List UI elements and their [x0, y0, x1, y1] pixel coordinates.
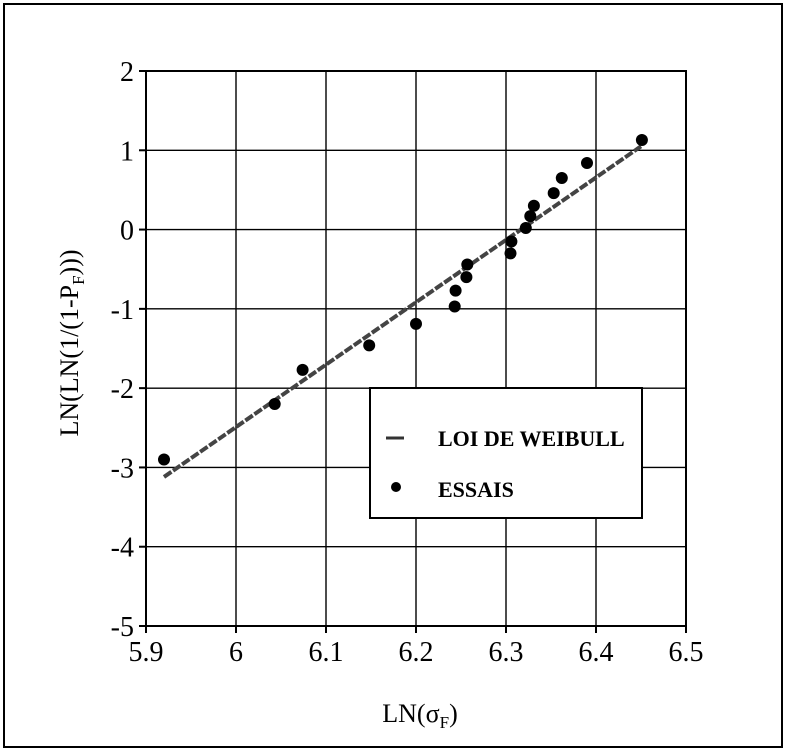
- data-point-essais: [461, 258, 474, 271]
- data-point-essais: [296, 363, 309, 376]
- x-axis-label-sigma: σ: [426, 699, 440, 728]
- axis-ticks: 5.9 6 6.1 6.2 6.3 6.4 6.5 -5 -4 -3 -2 -1 0 1 2: [111, 57, 704, 668]
- grid: [146, 71, 686, 626]
- x-tick-label: 6.3: [489, 637, 524, 668]
- data-point-essais: [410, 317, 422, 330]
- legend-marker-swatch: [391, 482, 401, 492]
- legend-label-essais: ESSAIS: [438, 477, 514, 502]
- x-axis-label-suffix: ): [449, 699, 458, 728]
- y-axis-label-subscript: F: [69, 275, 88, 284]
- data-point-essais: [555, 172, 568, 185]
- data-series: [158, 133, 648, 479]
- legend-label-weibull: LOI DE WEIBULL: [438, 426, 625, 451]
- y-tick-label: 0: [120, 216, 134, 247]
- data-point-essais: [527, 199, 540, 212]
- x-tick-label: 6: [229, 637, 243, 668]
- data-point-essais: [268, 398, 281, 410]
- legend-box: [369, 387, 643, 519]
- y-tick-label: -2: [111, 374, 134, 405]
- x-tick-label: 6.5: [669, 637, 704, 668]
- x-tick-label: 5.9: [129, 637, 164, 668]
- data-point-essais: [158, 453, 170, 466]
- x-tick-label: 6.4: [579, 637, 614, 668]
- y-tick-label: 1: [120, 136, 134, 167]
- data-point-essais: [581, 156, 593, 169]
- data-point-essais: [505, 235, 518, 248]
- y-tick-label: -4: [111, 533, 134, 564]
- y-tick-label: -5: [111, 612, 134, 643]
- y-axis-label-suffix: ))): [55, 249, 84, 275]
- weibull-fit-line: [162, 144, 643, 479]
- data-point-essais: [363, 339, 376, 352]
- data-point-essais: [519, 221, 532, 234]
- data-point-essais: [524, 210, 537, 223]
- x-axis-label-prefix: LN(: [382, 699, 425, 728]
- y-tick-label: -1: [111, 295, 134, 326]
- data-point-essais: [449, 284, 462, 297]
- y-tick-label: 2: [120, 57, 134, 88]
- y-tick-label: -3: [111, 453, 134, 484]
- data-point-essais: [635, 133, 648, 146]
- legend: LOI DE WEIBULL ESSAIS: [369, 387, 643, 519]
- x-axis-label-subscript: F: [440, 713, 449, 732]
- data-point-essais: [547, 187, 560, 200]
- y-axis-label-prefix: LN(LN(1/(1-P: [55, 285, 84, 437]
- data-point-essais: [460, 271, 473, 284]
- x-tick-label: 6.2: [399, 637, 434, 668]
- chart-frame: [3, 3, 783, 748]
- data-point-essais: [504, 247, 517, 260]
- y-axis-label: LN(LN(1/(1-PF))): [55, 249, 88, 436]
- x-tick-label: 6.1: [309, 637, 344, 668]
- x-axis-label: LN(σF): [382, 699, 457, 732]
- data-point-essais: [448, 300, 461, 313]
